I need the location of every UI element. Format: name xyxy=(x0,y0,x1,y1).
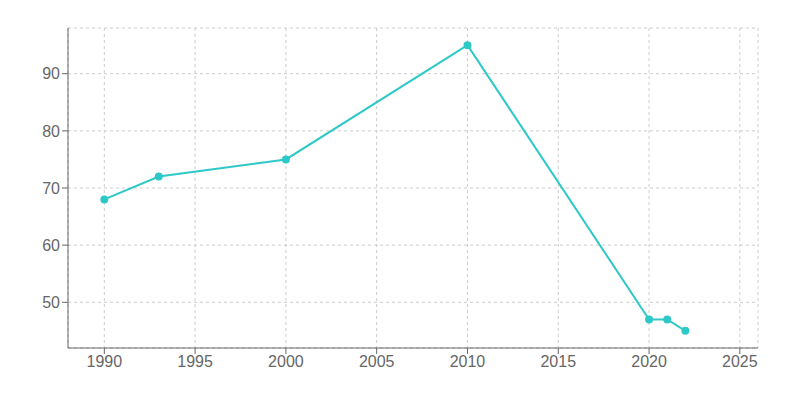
svg-text:1990: 1990 xyxy=(87,353,123,370)
svg-text:2025: 2025 xyxy=(722,353,758,370)
svg-text:90: 90 xyxy=(42,65,60,82)
svg-text:50: 50 xyxy=(42,294,60,311)
svg-text:60: 60 xyxy=(42,237,60,254)
svg-text:1995: 1995 xyxy=(177,353,213,370)
svg-text:80: 80 xyxy=(42,123,60,140)
svg-text:70: 70 xyxy=(42,180,60,197)
svg-text:2015: 2015 xyxy=(540,353,576,370)
svg-text:2005: 2005 xyxy=(359,353,395,370)
svg-text:2010: 2010 xyxy=(450,353,486,370)
svg-text:2020: 2020 xyxy=(631,353,667,370)
svg-text:2000: 2000 xyxy=(268,353,304,370)
